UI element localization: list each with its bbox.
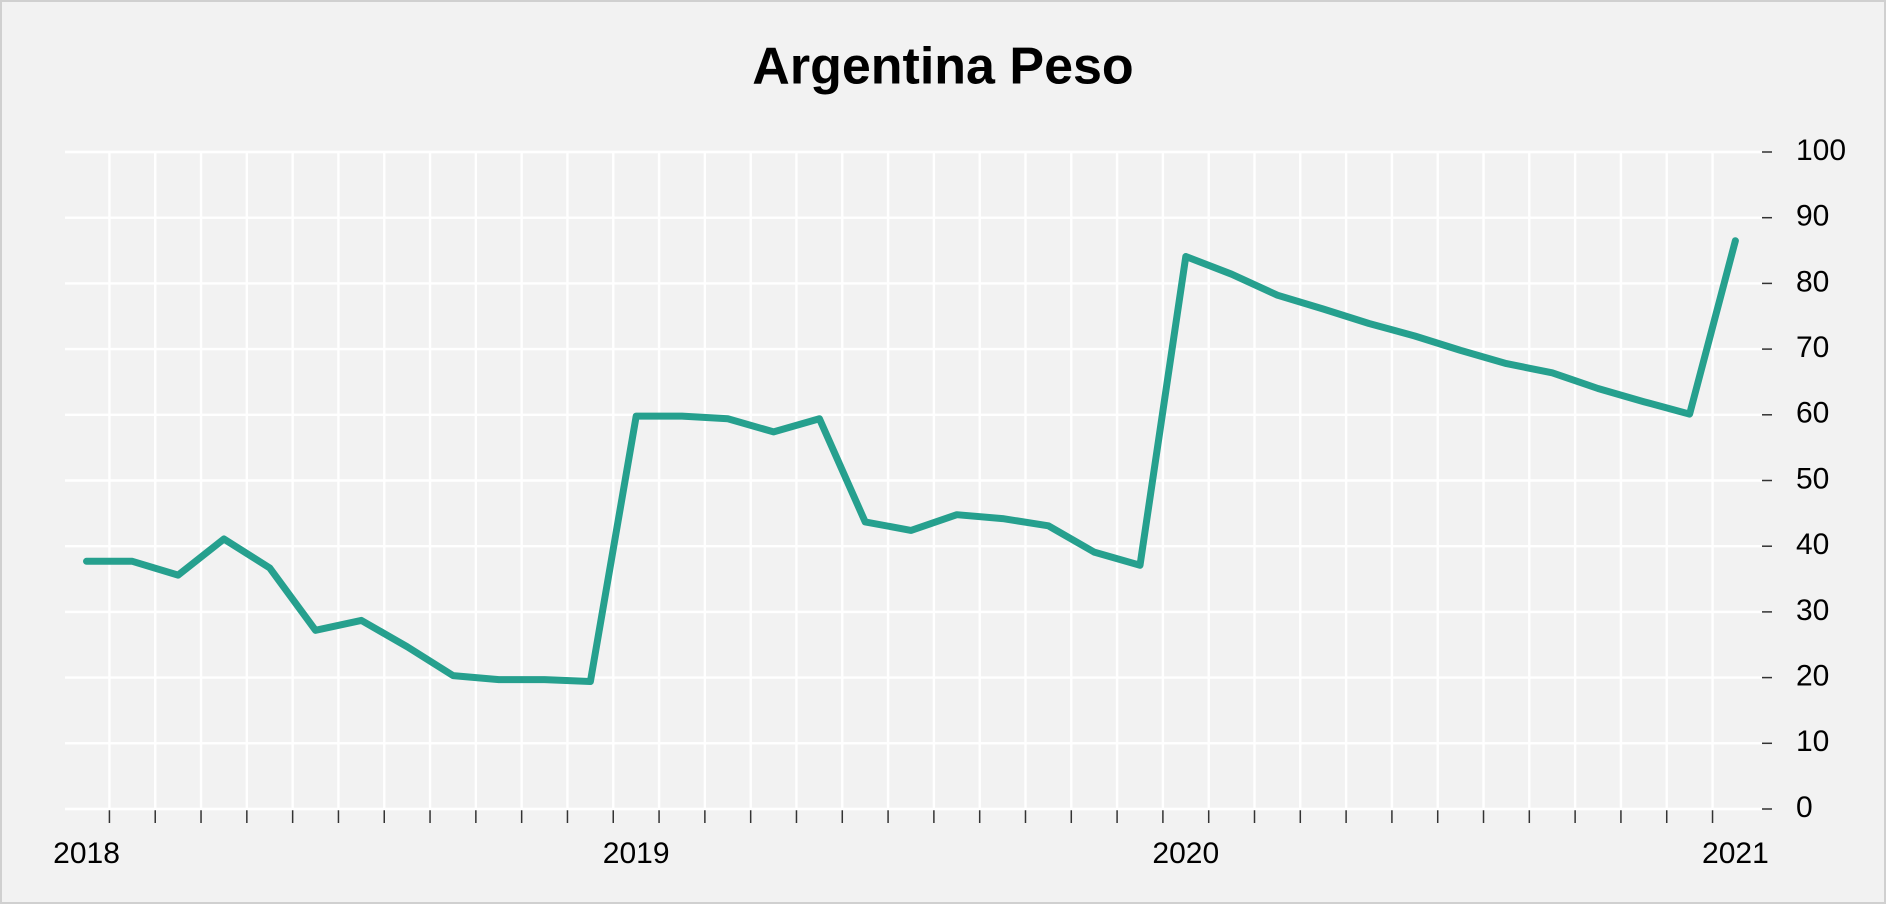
x-tick-label: 2021	[1702, 837, 1769, 870]
x-tick-label: 2020	[1152, 837, 1219, 870]
x-tick-label: 2019	[603, 837, 670, 870]
y-tick-label: 50	[1796, 462, 1829, 495]
y-tick-label: 20	[1796, 660, 1829, 693]
y-tick-label: 10	[1796, 725, 1829, 758]
y-tick-label: 40	[1796, 528, 1829, 561]
y-tick-label: 0	[1796, 791, 1813, 824]
y-tick-label: 90	[1796, 200, 1829, 233]
x-tick-label: 2018	[53, 837, 120, 870]
y-tick-label: 30	[1796, 594, 1829, 627]
chart-title: Argentina Peso	[752, 38, 1133, 96]
y-tick-label: 60	[1796, 397, 1829, 430]
data-line	[83, 237, 1739, 685]
y-tick-label: 100	[1796, 134, 1846, 167]
y-tick-label: 70	[1796, 331, 1829, 364]
y-tick-label: 80	[1796, 265, 1829, 298]
